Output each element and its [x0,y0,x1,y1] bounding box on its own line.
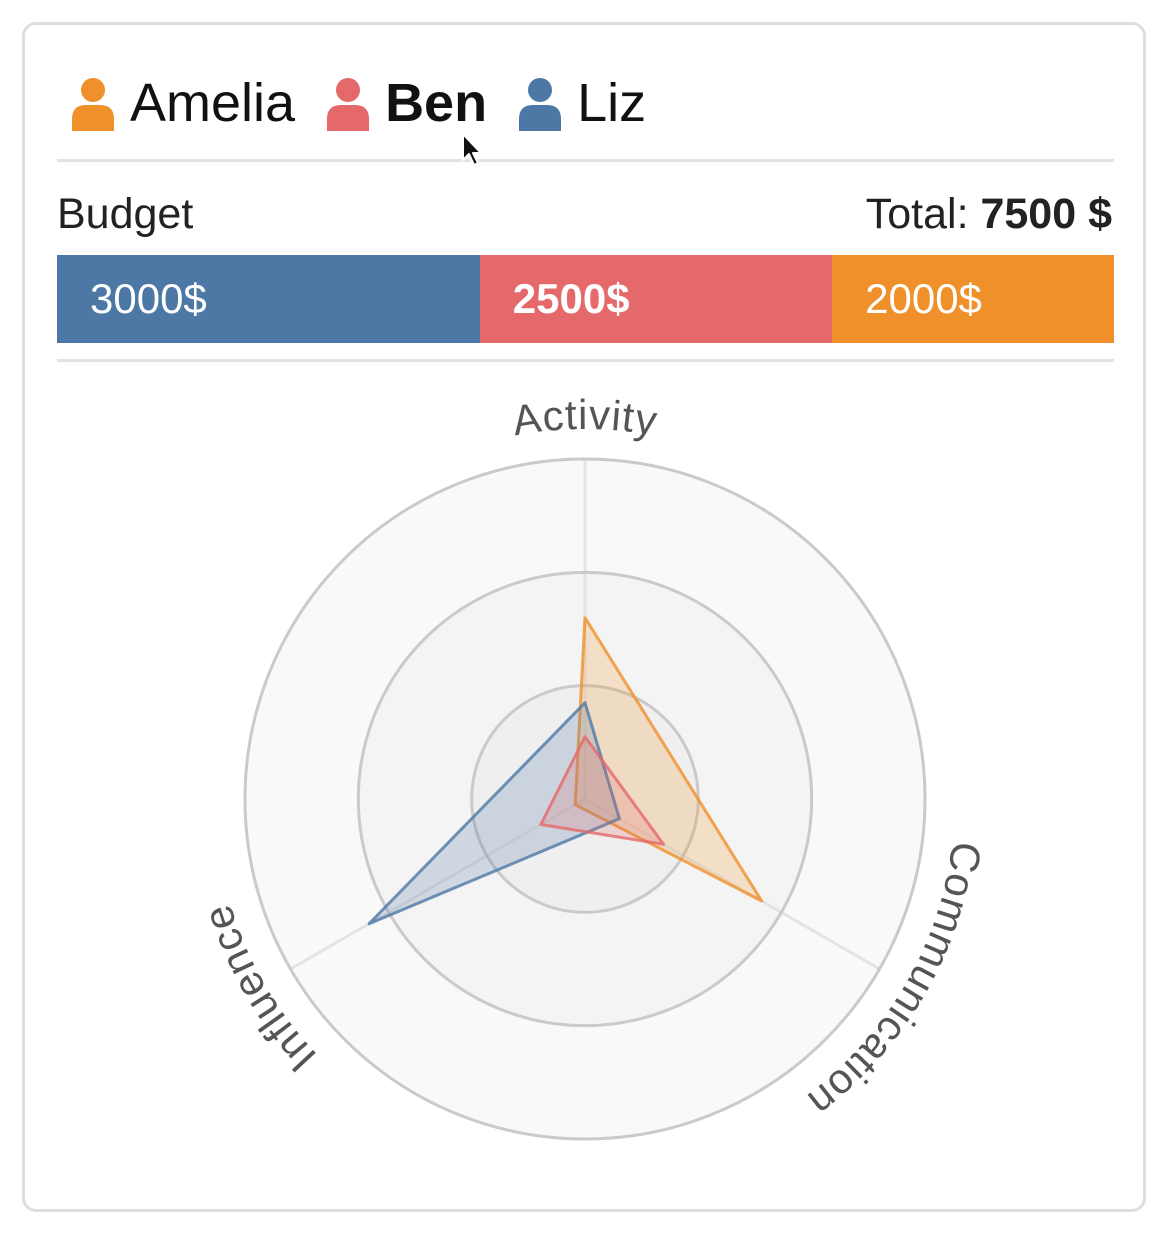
divider-bottom [57,359,1114,362]
budget-segment-amelia[interactable]: 2000$ [832,255,1114,343]
budget-bar: 3000$ 2500$ 2000$ [57,255,1114,343]
budget-total: Total: 7500 $ [866,190,1112,239]
legend-label: Ben [385,73,488,133]
budget-label: Budget [57,190,194,238]
budget-segment-liz[interactable]: 3000$ [57,255,480,343]
user-icon [519,78,562,131]
mouse-cursor-icon [462,133,482,166]
legend-label: Amelia [130,73,296,133]
total-value: 7500 $ [980,190,1112,238]
radar-series-amelia [573,616,764,903]
legend-item-ben[interactable]: Ben [325,75,487,131]
legend-item-liz[interactable]: Liz [517,75,646,131]
radar-spoke [289,797,586,971]
radar-axis-label: Activity [509,391,661,445]
budget-segment-ben[interactable]: 2500$ [479,255,833,343]
radar-ring [356,570,814,1028]
radar-ring [243,457,927,1141]
radar-series-ben [539,735,665,846]
legend-label: Liz [577,73,647,133]
radar-spoke [584,797,881,971]
legend: Amelia Ben Liz [70,70,676,136]
total-label: Total: [865,190,969,238]
legend-item-amelia[interactable]: Amelia [70,75,295,131]
user-icon [327,78,370,131]
divider-top [57,159,1114,162]
user-icon [72,78,114,131]
